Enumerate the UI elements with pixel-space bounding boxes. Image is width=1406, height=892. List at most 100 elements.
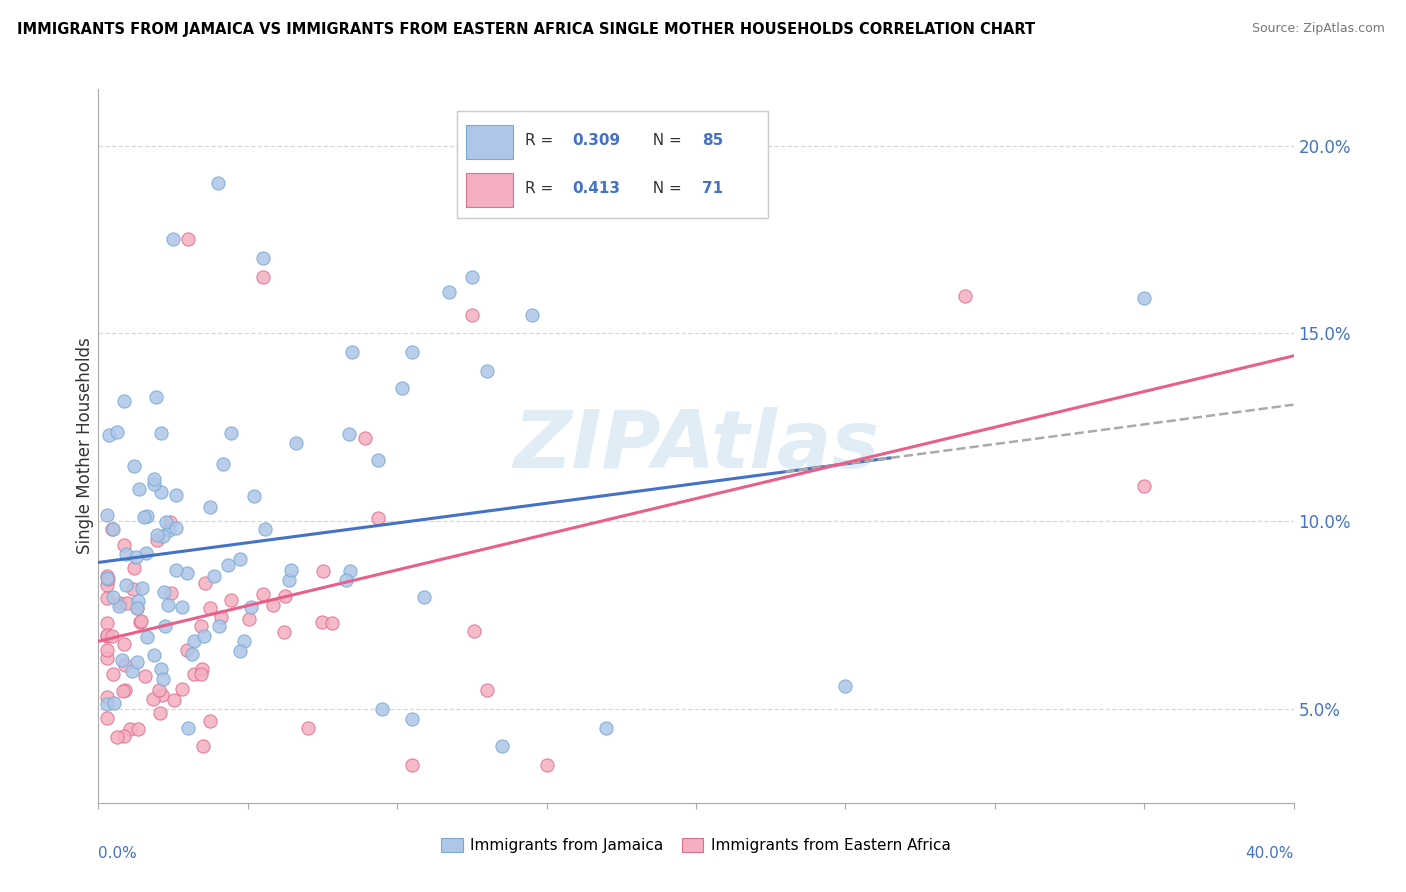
Text: IMMIGRANTS FROM JAMAICA VS IMMIGRANTS FROM EASTERN AFRICA SINGLE MOTHER HOUSEHOL: IMMIGRANTS FROM JAMAICA VS IMMIGRANTS FR… [17,22,1035,37]
Point [145,528,167,542]
Point [240,599,263,614]
Point [129,615,152,629]
Point [211,610,233,624]
Point [96,711,118,725]
Point [121,664,143,678]
Point [160,586,183,600]
Point [200,500,222,515]
Point [165,488,187,502]
Point [401,345,423,359]
Point [120,722,142,736]
Point [463,624,485,638]
Point [129,614,152,628]
Point [152,672,174,686]
Point [232,633,254,648]
Point [159,516,181,530]
Point [335,574,357,588]
Point [202,569,225,583]
Text: ZIPAtlas: ZIPAtlas [513,407,879,485]
Point [273,589,295,603]
Point [143,648,166,662]
Point [149,706,172,720]
Point [243,489,266,503]
Point [97,427,120,442]
Point [96,650,118,665]
Point [132,509,155,524]
Point [115,578,138,592]
Y-axis label: Single Mother Households: Single Mother Households [76,338,94,554]
Point [491,739,513,754]
Point [127,594,149,608]
Point [153,585,176,599]
Point [107,730,129,744]
Point [131,581,153,595]
Point [953,289,976,303]
Point [96,591,118,605]
Point [273,624,295,639]
Point [155,619,177,633]
Point [122,561,145,575]
Point [128,482,150,496]
Point [337,426,360,441]
Point [595,721,617,735]
Point [96,627,118,641]
Point [96,629,118,643]
Point [219,425,242,440]
Point [284,435,307,450]
Point [177,232,200,246]
Point [135,630,157,644]
Point [194,576,217,591]
Point [142,691,165,706]
Point [125,601,148,615]
Point [96,571,118,585]
Point [190,667,212,681]
Point [110,596,132,610]
Point [312,564,335,578]
Point [461,270,484,285]
Point [117,596,139,610]
Point [198,714,221,728]
Point [520,308,543,322]
Point [176,642,198,657]
Point [212,457,235,471]
Point [135,546,157,560]
Point [101,629,124,643]
Point [105,425,128,439]
Point [391,381,413,395]
Point [461,308,484,322]
Point [96,697,118,711]
Point [114,657,136,672]
Point [277,573,299,587]
Point [183,634,205,648]
Point [136,509,159,524]
Point [437,285,460,299]
Point [149,425,172,440]
Point [143,476,166,491]
Point [191,739,214,754]
Point [280,563,302,577]
Point [183,667,205,681]
Text: 40.0%: 40.0% [1246,846,1294,861]
Point [181,647,204,661]
Point [219,592,242,607]
Point [297,721,319,735]
Point [217,558,239,572]
Point [122,458,145,473]
Point [96,643,118,657]
Point [207,176,229,190]
Legend: Immigrants from Jamaica, Immigrants from Eastern Africa: Immigrants from Jamaica, Immigrants from… [434,832,957,859]
Point [367,511,389,525]
Text: Source: ZipAtlas.com: Source: ZipAtlas.com [1251,22,1385,36]
Point [152,529,174,543]
Point [96,578,118,592]
Point [193,629,215,643]
Point [321,616,343,631]
Point [371,702,394,716]
Point [145,390,167,404]
Point [252,251,274,265]
Point [475,683,498,698]
Point [157,524,180,538]
Point [834,680,856,694]
Point [165,520,187,534]
Point [207,619,229,633]
